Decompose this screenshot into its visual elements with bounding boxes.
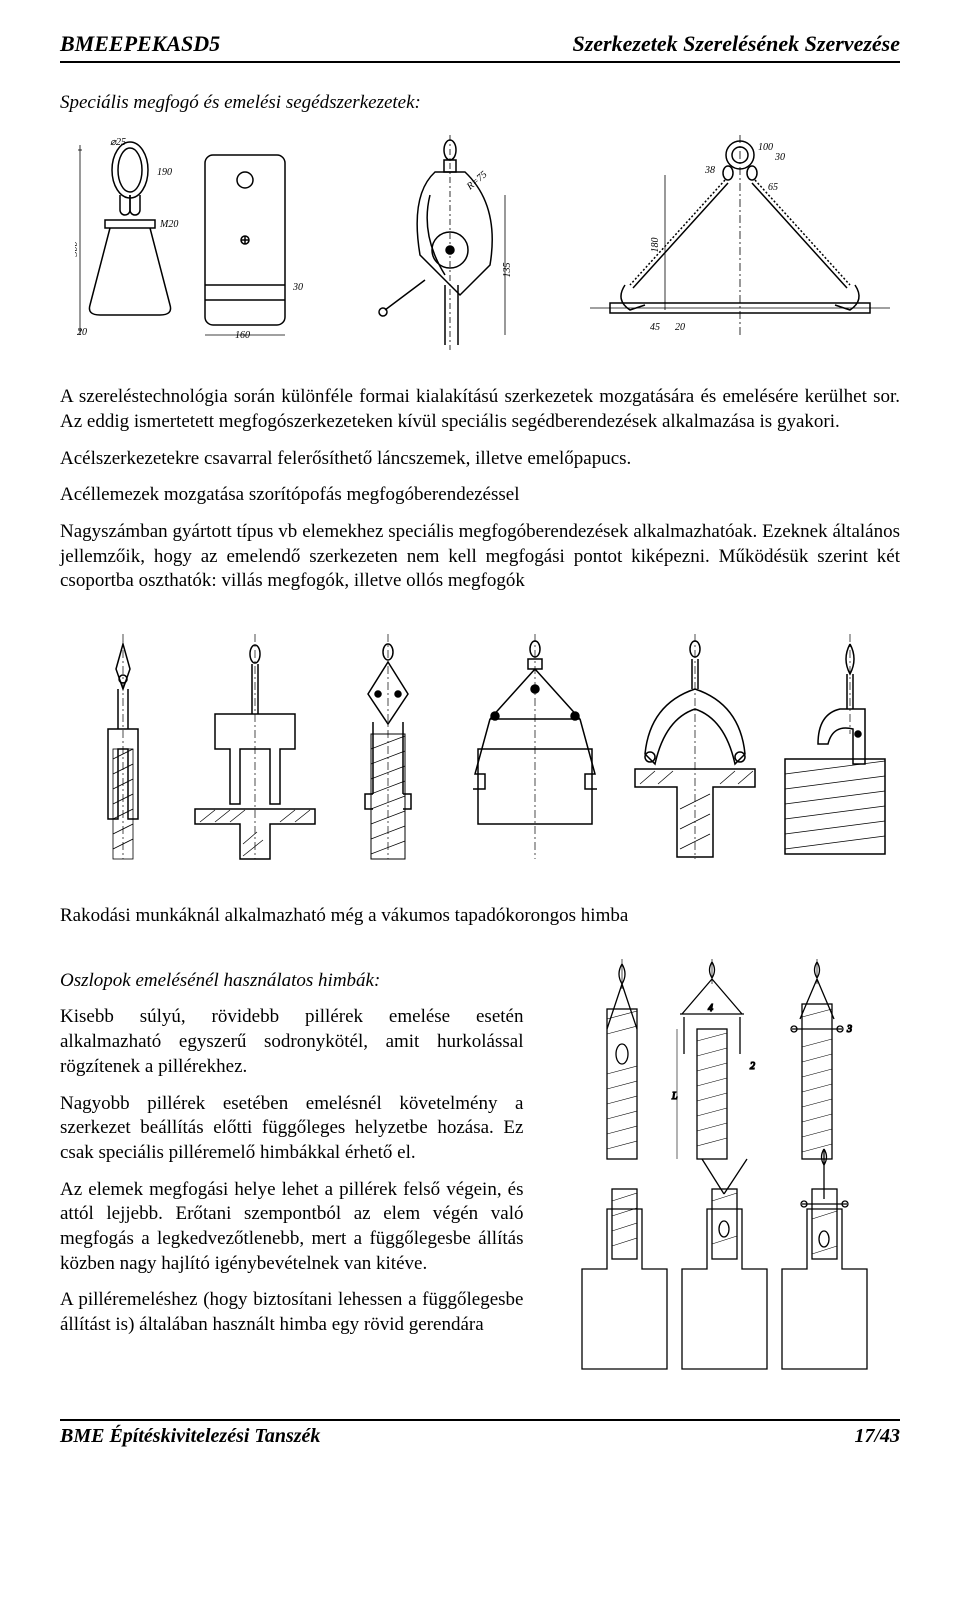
footer-right: 17/43 [854, 1423, 900, 1449]
figure-2a [60, 634, 185, 864]
dim-h2: 300 [75, 242, 80, 258]
figure-2c [325, 634, 450, 864]
dim-h3: 20 [77, 327, 87, 338]
dim-h1: 190 [157, 167, 172, 178]
dim-r: R=75 [464, 169, 489, 193]
figure-2f [770, 634, 900, 864]
svg-text:4: 4 [708, 1003, 713, 1014]
figure-row-2 [60, 624, 900, 864]
dim-h6: 180 [650, 238, 661, 253]
svg-text:2: 2 [750, 1061, 755, 1072]
figure-1a: ⌀25 190 300 M20 20 160 30 [60, 135, 320, 355]
dim-spec: M20 [159, 219, 178, 230]
figure-2e [620, 634, 770, 864]
paragraph-2: Acélszerkezetekre csavarral felerősíthet… [60, 447, 900, 472]
header-right: Szerkezetek Szerelésének Szervezése [573, 30, 901, 59]
paragraph-6: Kisebb súlyú, rövidebb pillérek emelése … [60, 1005, 523, 1079]
dim-h7: 45 [650, 322, 660, 333]
paragraph-7: Nagyobb pillérek esetében emelésnél köve… [60, 1092, 523, 1166]
dim-d4: 38 [704, 165, 715, 176]
paragraph-1: A szereléstechnológia során különféle fo… [60, 385, 900, 434]
section-title: Speciális megfogó és emelési segédszerke… [60, 91, 900, 116]
figure-1c: 100 30 38 65 180 20 45 [580, 135, 900, 355]
paragraph-8: Az elemek megfogási helye lehet a pillér… [60, 1178, 523, 1277]
figure-3: 4 L 2 [543, 959, 900, 1379]
footer-left: BME Építéskivitelezési Tanszék [60, 1423, 320, 1449]
dim-d5: 65 [768, 182, 778, 193]
dim-h8: 20 [675, 322, 685, 333]
dim-d3: 30 [774, 152, 785, 163]
two-column-section: Oszlopok emelésénél használatos himbák: … [60, 959, 900, 1379]
paragraph-9: A pilléremeléshez (hogy biztosítani lehe… [60, 1288, 523, 1337]
figure-2b [185, 634, 325, 864]
paragraph-5: Rakodási munkáknál alkalmazható még a vá… [60, 904, 900, 929]
page-footer: BME Építéskivitelezési Tanszék 17/43 [60, 1419, 900, 1449]
paragraph-4: Nagyszámban gyártott típus vb elemekhez … [60, 520, 900, 594]
dim-h4: 30 [292, 282, 303, 293]
svg-text:3: 3 [846, 1024, 852, 1035]
figure-2d [450, 634, 620, 864]
sub-section-title: Oszlopok emelésénél használatos himbák: [60, 969, 523, 994]
page-header: BMEEPEKASD5 Szerkezetek Szerelésének Sze… [60, 30, 900, 63]
figure-1b: R=75 135 [320, 135, 580, 355]
paragraph-3: Acéllemezek mozgatása szorítópofás megfo… [60, 483, 900, 508]
figure-row-1: ⌀25 190 300 M20 20 160 30 [60, 135, 900, 355]
header-left: BMEEPEKASD5 [60, 30, 220, 59]
dim-w1: 160 [235, 330, 250, 341]
dim-h5: 135 [502, 263, 513, 278]
dim-d2: 100 [758, 142, 773, 153]
dim-d1: ⌀25 [110, 137, 126, 148]
